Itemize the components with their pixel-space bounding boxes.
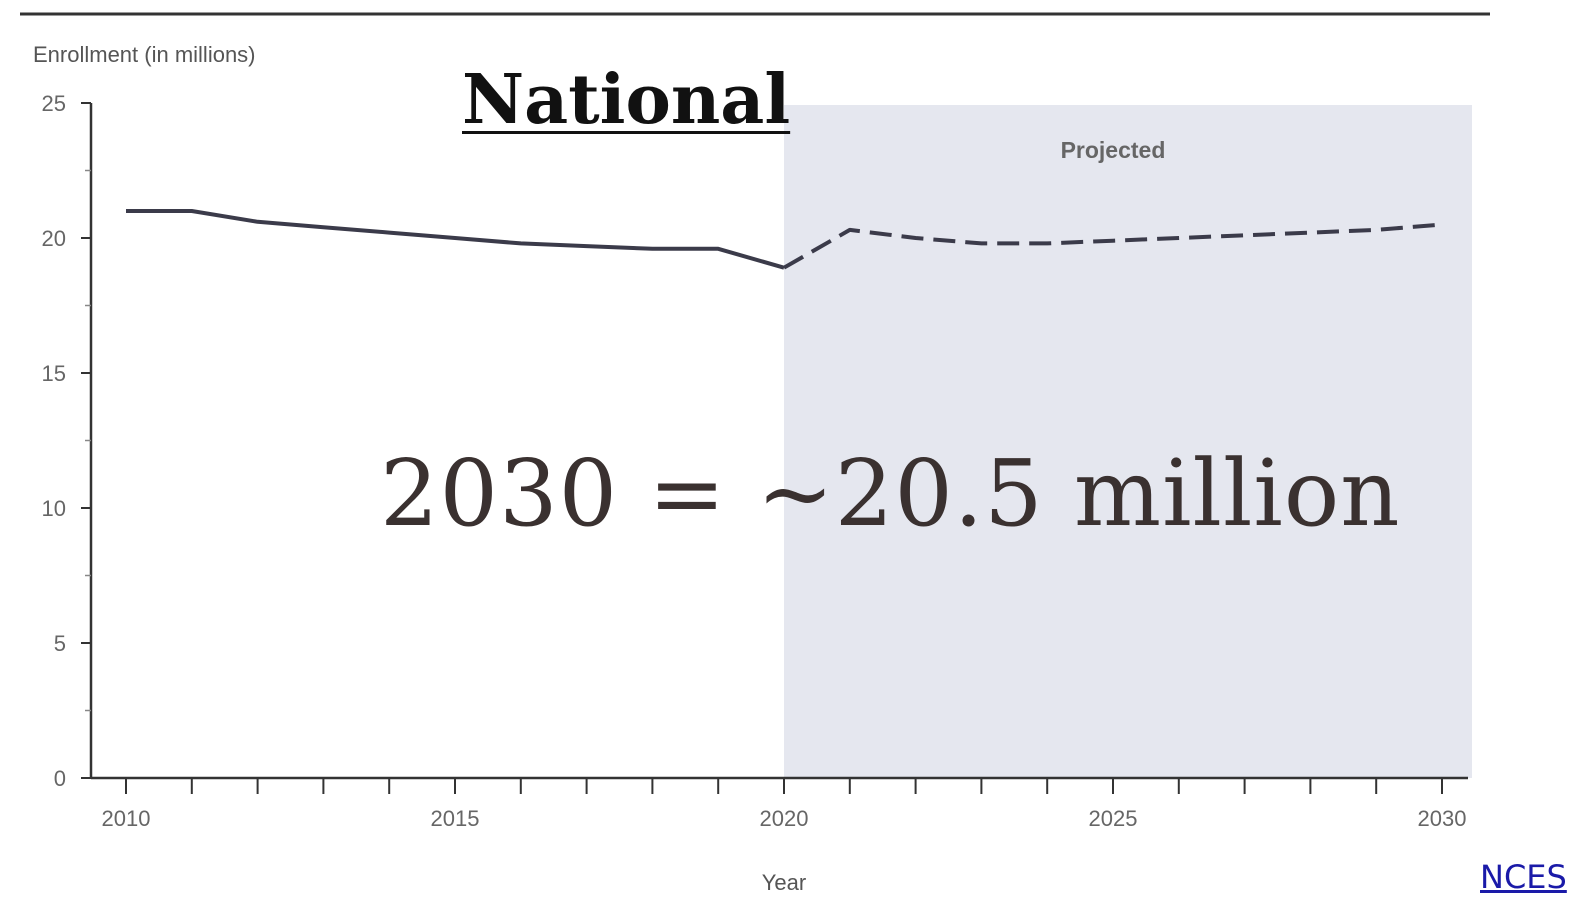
actual-series-line [126,209,785,270]
callout-text: 2030 = ~20.5 million [380,440,1401,547]
series-layer [126,209,1443,270]
projected-region [784,105,1472,778]
y-tick-label: 10 [42,496,66,521]
y-tick-label: 15 [42,361,66,386]
x-axis-title: Year [762,870,806,895]
projected-series-line [783,222,1443,270]
x-tick-label: 2030 [1418,806,1467,831]
x-tick-label: 2020 [760,806,809,831]
source-link[interactable]: NCES [1480,858,1567,896]
x-tick-label: 2015 [431,806,480,831]
y-tick-label: 25 [42,91,66,116]
projected-label: Projected [1061,137,1166,163]
y-tick-label: 5 [54,631,66,656]
x-tick-label: 2010 [102,806,151,831]
slide-title: National [462,60,791,140]
x-tick-label: 2025 [1089,806,1138,831]
y-tick-label: 20 [42,226,66,251]
y-tick-label: 0 [54,766,66,791]
y-axis-title: Enrollment (in millions) [33,42,256,67]
